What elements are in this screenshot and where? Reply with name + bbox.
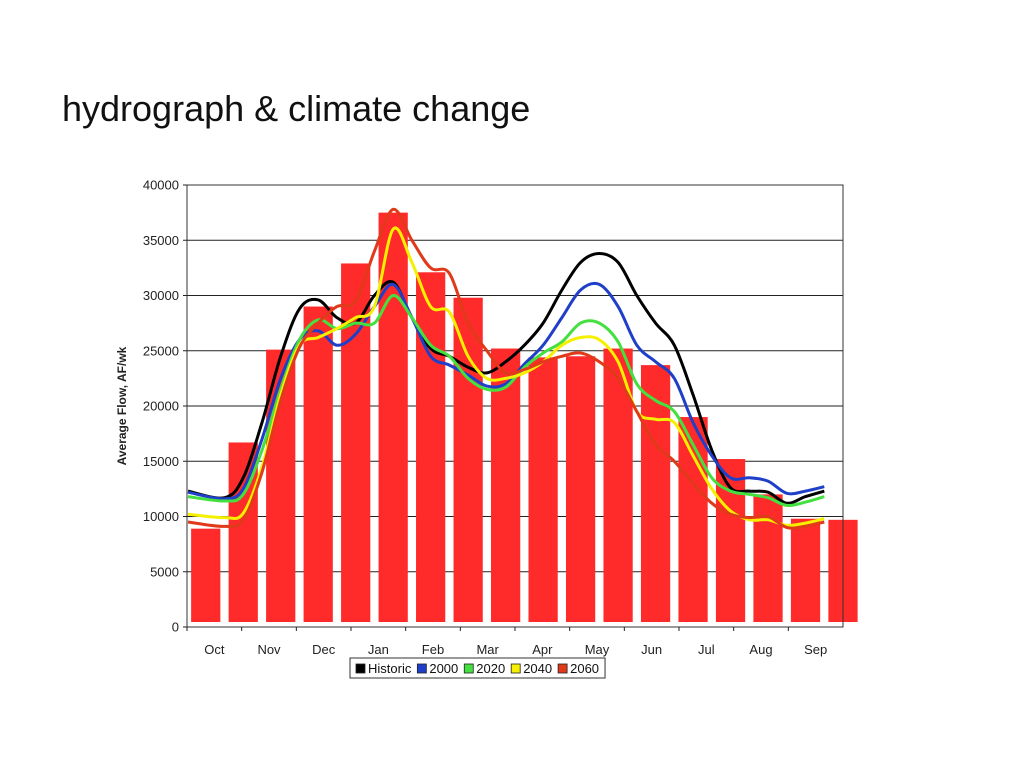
legend-swatch-2060 [557, 663, 568, 674]
y-axis: 0 5000 10000 15000 20000 25000 30000 35000 40000 [143, 178, 187, 635]
flow-bar [191, 528, 221, 622]
legend-label-2000: 2000 [429, 661, 458, 676]
x-tick-label-sep: Sep [804, 642, 827, 657]
line-2020 [187, 294, 825, 508]
y-tick-label: 0 [172, 620, 179, 635]
x-tick-label-may: May [585, 642, 610, 657]
slide-title: hydrograph & climate change [62, 88, 531, 129]
flow-bar [491, 348, 521, 622]
flow-bar [565, 356, 596, 622]
x-tick-label-jun: Jun [641, 642, 662, 657]
flow-bar [303, 306, 333, 622]
line-2060 [187, 207, 825, 530]
scenario-lines [187, 207, 825, 530]
y-tick-label: 25000 [143, 343, 179, 358]
y-tick-label: 30000 [143, 288, 179, 303]
x-tick-label-dec: Dec [312, 642, 336, 657]
y-tick-label: 20000 [143, 399, 179, 414]
legend-swatch-2000 [416, 663, 427, 674]
flow-bar [416, 272, 446, 622]
legend-label-2020: 2020 [476, 661, 505, 676]
flow-bar [790, 518, 821, 622]
x-tick-label-mar: Mar [476, 642, 499, 657]
flow-bar [715, 459, 746, 622]
y-tick-label: 10000 [143, 509, 179, 524]
y-axis-label: Average Flow, AF/wk [115, 346, 129, 465]
x-tick-label-jul: Jul [698, 642, 715, 657]
legend-box [349, 657, 606, 679]
y-tick-label: 40000 [143, 178, 179, 193]
legend-label-historic: Historic [368, 661, 412, 676]
legend-swatch-2040 [510, 663, 521, 674]
line-historic [187, 252, 825, 505]
x-tick-label-nov: Nov [257, 642, 281, 657]
line-2040 [187, 226, 825, 527]
legend: Historic 2000 2020 2040 2060 [349, 657, 606, 679]
x-tick-label-feb: Feb [422, 642, 444, 657]
flow-bar [678, 417, 708, 622]
x-axis: Oct Nov Dec Jan Feb Mar Apr May Jun Jul Aug Sep [186, 627, 827, 657]
x-tick-label-aug: Aug [749, 642, 772, 657]
legend-swatch-historic [355, 663, 366, 674]
flow-bars [191, 212, 858, 622]
flow-bar [453, 297, 483, 622]
legend-label-2060: 2060 [570, 661, 599, 676]
x-tick-label-apr: Apr [532, 642, 553, 657]
flow-bar [753, 494, 783, 622]
x-tick-label-jan: Jan [368, 642, 389, 657]
y-tick-label: 15000 [143, 454, 179, 469]
legend-label-2040: 2040 [523, 661, 552, 676]
x-tick-label-oct: Oct [204, 642, 225, 657]
y-tick-label: 35000 [143, 233, 179, 248]
flow-bar [640, 365, 671, 622]
legend-swatch-2020 [463, 663, 474, 674]
y-tick-label: 5000 [150, 564, 179, 579]
flow-bar [528, 357, 558, 622]
